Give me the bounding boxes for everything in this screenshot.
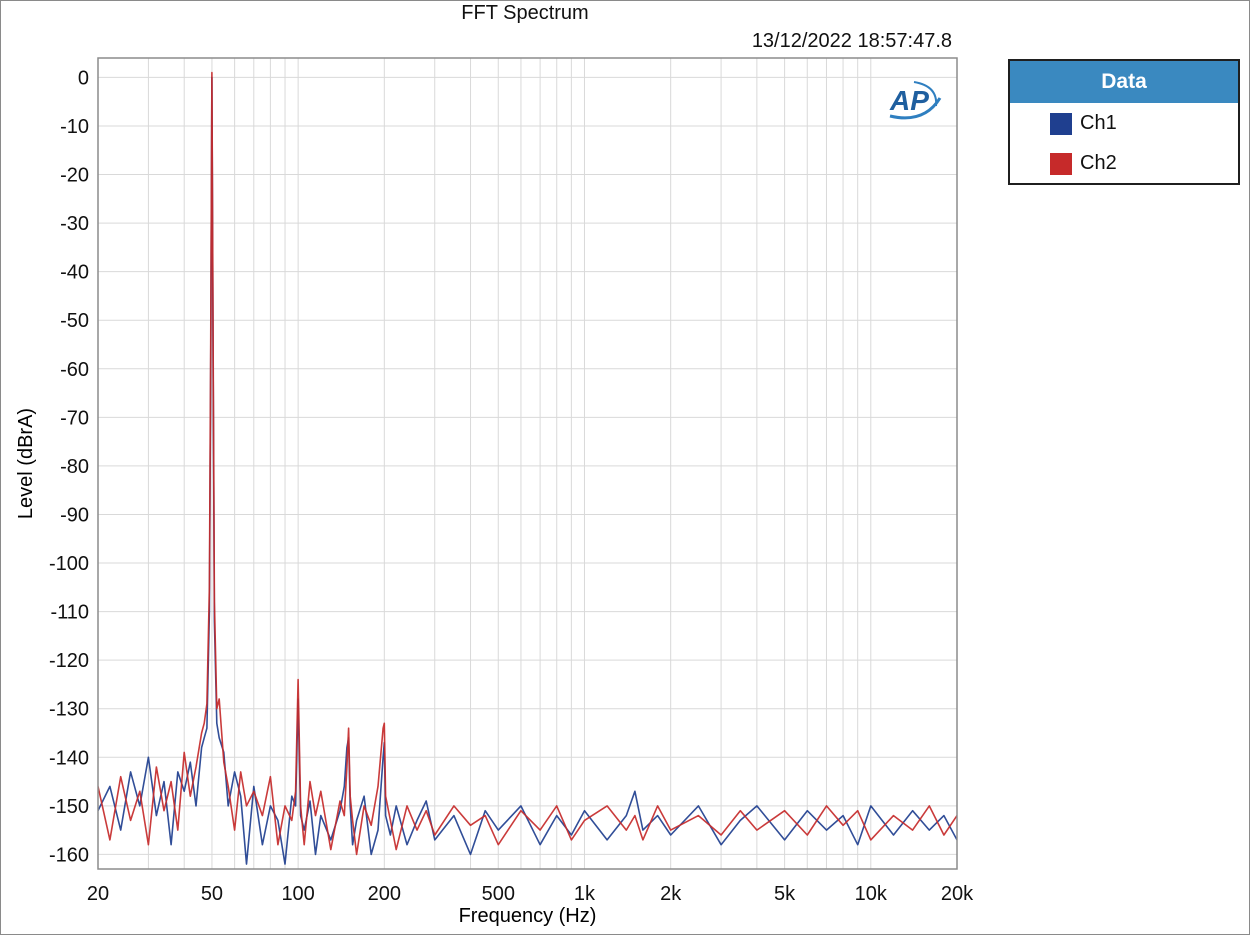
y-tick-label: -110 [50,602,89,624]
y-tick-label: -40 [60,262,89,284]
x-tick-label: 10k [855,883,888,905]
y-tick-label: -120 [49,650,89,672]
timestamp: 13/12/2022 18:57:47.8 [751,30,952,52]
y-tick-label: -70 [60,407,89,429]
y-tick-label: -20 [60,165,89,187]
x-axis-label: Frequency (Hz) [459,905,597,927]
x-tick-labels: 20 50 100 200 500 1k 2k 5k 10k 20k [87,883,974,905]
chart-title: FFT Spectrum [461,2,589,24]
x-tick-label: 100 [281,883,314,905]
y-tick-label: -30 [60,213,89,235]
y-tick-label: 0 [78,67,89,89]
grid-lines [98,58,957,869]
ap-logo: AP [889,81,942,120]
legend: Data Ch1 Ch2 [1008,59,1240,185]
y-tick-label: -160 [49,844,89,866]
x-tick-label: 50 [201,883,223,905]
x-tick-label: 200 [368,883,401,905]
series-layer [98,71,957,865]
series-line-ch2 [98,71,957,856]
y-tick-label: -60 [60,359,89,381]
x-tick-label: 20k [941,883,974,905]
y-tick-label: -100 [49,553,89,575]
y-tick-label: -150 [49,796,89,818]
y-tick-label: -130 [49,699,89,721]
x-tick-label: 1k [574,883,596,905]
x-tick-label: 20 [87,883,109,905]
legend-label-ch1: Ch1 [1080,112,1117,134]
legend-item-ch1[interactable]: Ch1 [1050,112,1117,135]
x-tick-label: 2k [660,883,682,905]
y-tick-labels: 0 -10 -20 -30 -40 -50 -60 -70 -80 -90 -100 -110 -120… [49,67,89,866]
plot-border [97,57,958,870]
ap-logo-arc [913,81,938,107]
series-line-ch1 [98,76,957,865]
ap-logo-text: AP [889,85,929,116]
y-axis-label: Level (dBrA) [15,408,37,519]
y-tick-label: -50 [60,310,89,332]
x-tick-label: 5k [774,883,796,905]
x-tick-label: 500 [482,883,515,905]
y-tick-label: -90 [60,504,89,526]
legend-title: Data [1010,61,1238,103]
legend-item-ch2[interactable]: Ch2 [1050,152,1117,175]
y-tick-label: -80 [60,456,89,478]
legend-swatch-ch2 [1050,152,1072,175]
legend-swatch-ch1 [1050,112,1072,135]
legend-label-ch2: Ch2 [1080,152,1117,174]
y-tick-label: -140 [49,747,89,769]
y-tick-label: -10 [60,116,89,138]
